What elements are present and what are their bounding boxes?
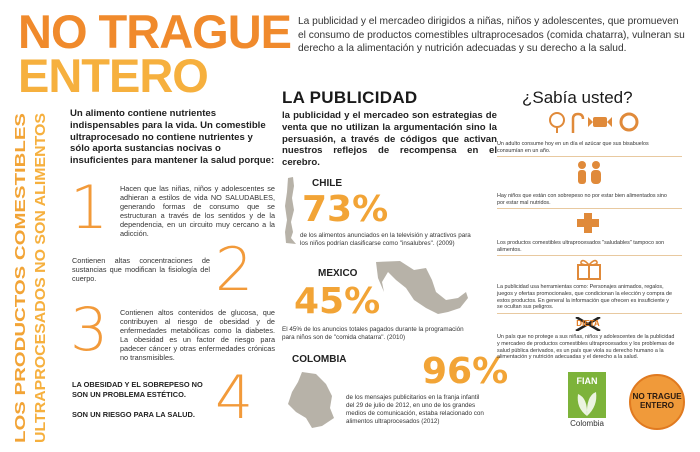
main-title-line2: ENTERO xyxy=(18,49,209,102)
fact-3: Los productos comestibles ultraprocesado… xyxy=(497,240,665,253)
country-text-mexico: El 45% de los anuncios totales pagados d… xyxy=(282,326,464,341)
mexico-map-icon xyxy=(376,261,468,314)
fian-logo-text: FIAN xyxy=(576,376,598,386)
pct-colombia: 96% xyxy=(422,351,509,392)
vertical-title-line1: LOS PRODUCTOS COMESTIBLES xyxy=(12,113,29,443)
reason-text: Contienen altos contenidos de glucosa, q… xyxy=(120,308,275,362)
reason-number: 2 xyxy=(215,235,254,305)
divider xyxy=(497,208,682,209)
divider xyxy=(497,255,682,256)
fian-logo: FIAN xyxy=(568,372,606,418)
lead-text: Un alimento contiene nutrientes indispen… xyxy=(70,108,275,167)
fact-5: Un país que no protege a sus niñas, niño… xyxy=(497,334,675,361)
vertical-title-line2: ULTRAPROCESADOS NO SON ALIMENTOS xyxy=(32,113,49,443)
pct-chile: 73% xyxy=(302,189,389,230)
gift-icon xyxy=(577,259,601,280)
badge-line2: ENTERO xyxy=(639,401,675,410)
intro-text: La publicidad y el mercadeo dirigidos a … xyxy=(298,16,685,54)
country-name-chile: CHILE xyxy=(312,178,342,189)
country-text-colombia: de los mensajes publicitarios en la fran… xyxy=(346,394,484,425)
leaf-icon xyxy=(577,392,597,416)
divider xyxy=(497,156,682,157)
reason-number: 3 xyxy=(70,295,109,365)
main-title-line1: NO TRAGUE xyxy=(18,5,292,58)
dieta-icon: DIETA xyxy=(570,317,606,331)
vertical-title: LOS PRODUCTOS COMESTIBLES ULTRAPROCESADO… xyxy=(3,110,55,446)
main-title: NO TRAGUE ENTERO xyxy=(18,5,298,102)
sweets-icon xyxy=(549,112,639,133)
dieta-label: DIETA xyxy=(576,319,600,328)
no-trague-badge-text: NO TRAGUE ENTERO xyxy=(629,392,685,410)
health-cross-icon xyxy=(577,213,599,233)
reason-number: 4 xyxy=(215,363,254,433)
divider xyxy=(497,313,682,314)
colombia-map-icon xyxy=(288,372,334,428)
publicidad-text: la publicidad y el mercadeo son estrateg… xyxy=(282,110,497,169)
sabia-title: ¿Sabía usted? xyxy=(522,88,633,107)
no-trague-badge xyxy=(629,374,685,430)
children-icon xyxy=(578,161,601,184)
reason-number: 1 xyxy=(70,173,109,243)
country-name-mexico: MEXICO xyxy=(318,268,358,279)
fact-4: La publicidad usa herramientas como: Per… xyxy=(497,284,672,311)
chile-map-icon xyxy=(285,177,296,244)
pct-mexico: 45% xyxy=(294,281,381,322)
badge-line1: NO TRAGUE xyxy=(632,392,682,401)
country-name-colombia: COLOMBIA xyxy=(292,354,347,365)
reason-text: Hacen que las niñas, niños y adolescente… xyxy=(120,184,275,238)
fact-1: Un adulto consume hoy en un día el azúca… xyxy=(497,141,649,154)
country-text-chile: de los alimentos anunciados en la televi… xyxy=(300,232,471,247)
fact-2: Hay niños que están con sobrepeso no por… xyxy=(497,193,667,206)
reason-text: LA OBESIDAD Y EL SOBREPESO NO SON UN PRO… xyxy=(72,380,203,399)
fian-label: Colombia xyxy=(570,419,604,428)
reason-text-secondary: SON UN RIESGO PARA LA SALUD. xyxy=(72,410,195,419)
publicidad-title: LA PUBLICIDAD xyxy=(282,88,418,107)
reason-text: Contienen altas concentraciones de susta… xyxy=(72,256,210,283)
